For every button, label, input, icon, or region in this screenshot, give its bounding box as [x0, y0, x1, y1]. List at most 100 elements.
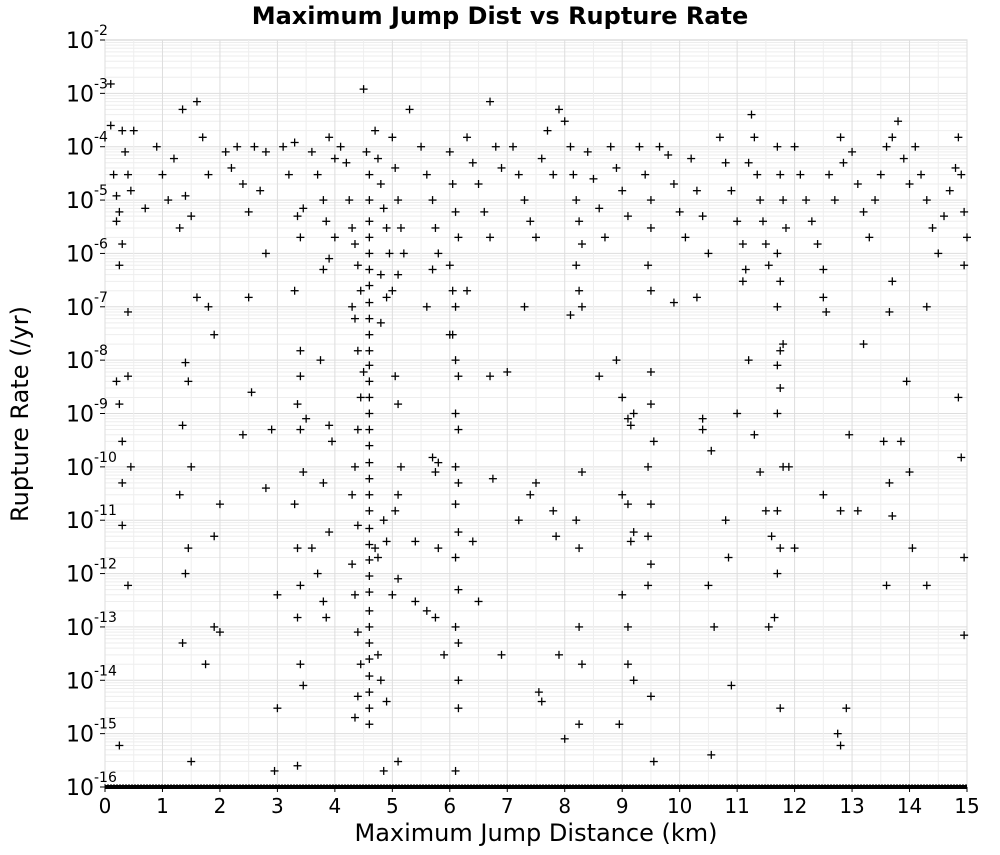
data-point: [296, 233, 305, 242]
data-point: [848, 147, 857, 156]
data-point: [376, 676, 385, 685]
data-point: [618, 590, 627, 599]
y-tick-label: 10-9: [66, 397, 108, 428]
data-point: [388, 590, 397, 599]
data-point: [623, 660, 632, 669]
data-point: [819, 293, 828, 302]
data-point: [776, 346, 785, 355]
data-point: [279, 142, 288, 151]
data-point: [448, 330, 457, 339]
data-point: [954, 393, 963, 402]
data-point: [365, 606, 374, 615]
data-point: [773, 409, 782, 418]
x-tick-label: 0: [99, 794, 112, 818]
data-point: [396, 462, 405, 471]
data-point: [888, 133, 897, 142]
data-point: [210, 622, 219, 631]
x-tick-label: 14: [897, 794, 922, 818]
data-point: [376, 318, 385, 327]
data-point: [882, 142, 891, 151]
data-point: [577, 240, 586, 249]
data-point: [388, 286, 397, 295]
data-point: [960, 207, 969, 216]
data-point: [845, 430, 854, 439]
data-point: [376, 270, 385, 279]
data-point: [802, 196, 811, 205]
data-point: [776, 384, 785, 393]
data-point: [178, 421, 187, 430]
data-point: [646, 560, 655, 569]
data-point: [296, 660, 305, 669]
data-point: [454, 478, 463, 487]
data-point: [115, 741, 124, 750]
data-point: [365, 217, 374, 226]
data-point: [753, 170, 762, 179]
data-point: [187, 462, 196, 471]
data-point: [121, 147, 130, 156]
data-point: [365, 249, 374, 258]
data-point: [382, 537, 391, 546]
y-tick-label: 10-10: [66, 450, 117, 481]
data-point: [646, 500, 655, 509]
data-point: [532, 478, 540, 487]
data-point: [727, 681, 736, 690]
data-point: [836, 133, 845, 142]
data-point: [201, 660, 210, 669]
data-point: [221, 147, 230, 156]
data-point: [796, 170, 805, 179]
data-point: [299, 468, 308, 477]
data-point: [649, 757, 658, 766]
data-point: [554, 650, 563, 659]
data-point: [359, 85, 368, 94]
data-point: [687, 154, 696, 163]
data-point: [342, 158, 351, 167]
data-point: [261, 147, 270, 156]
data-point: [250, 142, 259, 151]
data-point: [537, 697, 546, 706]
data-point: [112, 377, 121, 386]
data-point: [960, 261, 969, 270]
data-point: [365, 393, 374, 402]
floor-band: [104, 784, 967, 789]
data-point: [514, 170, 523, 179]
data-points: [106, 79, 971, 775]
data-point: [365, 524, 374, 533]
data-point: [129, 126, 138, 135]
data-point: [428, 196, 437, 205]
data-point: [448, 180, 457, 189]
x-tick-label: 1: [156, 794, 169, 818]
data-point: [629, 528, 638, 537]
data-point: [626, 421, 635, 430]
data-point: [192, 293, 201, 302]
data-point: [365, 588, 374, 597]
data-point: [764, 261, 773, 270]
data-point: [371, 544, 380, 553]
data-point: [842, 704, 851, 713]
y-tick-label: 10-16: [66, 770, 117, 801]
data-point: [707, 446, 716, 455]
data-point: [758, 217, 767, 226]
y-tick-label: 10-13: [66, 610, 117, 641]
data-point: [382, 293, 391, 302]
data-point: [733, 409, 742, 418]
data-point: [365, 377, 374, 386]
data-point: [776, 704, 785, 713]
data-point: [698, 425, 707, 434]
data-point: [431, 613, 440, 622]
data-point: [572, 516, 581, 525]
data-point: [394, 400, 403, 409]
data-point: [468, 158, 477, 167]
data-point: [359, 367, 368, 376]
data-point: [365, 458, 374, 467]
data-point: [606, 142, 615, 151]
data-point: [454, 372, 463, 381]
data-point: [853, 180, 862, 189]
data-point: [681, 233, 690, 242]
data-point: [572, 261, 581, 270]
data-point: [405, 105, 414, 114]
y-tick-label: 10-7: [66, 290, 108, 321]
data-point: [350, 240, 359, 249]
data-point: [454, 425, 463, 434]
data-point: [365, 196, 374, 205]
data-point: [454, 704, 463, 713]
